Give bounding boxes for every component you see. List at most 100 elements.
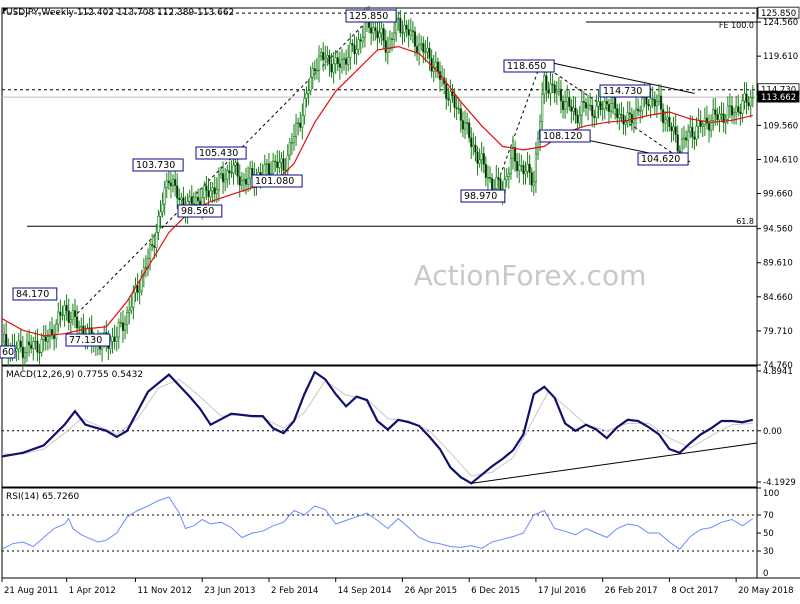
- candle-body: [614, 97, 617, 109]
- price-tick-label: 79.710: [763, 327, 793, 337]
- candle-body: [301, 115, 304, 128]
- candle-body: [743, 93, 746, 102]
- badge-high: 125.850: [761, 9, 796, 19]
- candle-body: [23, 352, 27, 359]
- candle-body: [17, 340, 20, 350]
- candle-body: [272, 160, 275, 174]
- candle-body: [689, 126, 692, 133]
- candle-body: [541, 93, 544, 122]
- candle-body: [436, 61, 439, 72]
- candle-body: [657, 95, 661, 102]
- time-tick-label: 21 Aug 2011: [4, 586, 58, 596]
- candle-body: [478, 159, 481, 164]
- candle-body: [428, 47, 431, 59]
- candle-body: [390, 38, 394, 40]
- rsi-title: RSI(14) 65.7260: [6, 492, 79, 502]
- candle-body: [317, 55, 321, 71]
- time-tick-label: 26 Feb 2017: [605, 586, 658, 596]
- candle-body: [219, 173, 223, 176]
- label-60-box: [0, 345, 16, 359]
- candle-body: [580, 101, 583, 116]
- candle-body: [353, 44, 356, 54]
- candle-body: [36, 340, 39, 353]
- candle-body: [73, 310, 77, 318]
- candle-body: [194, 197, 198, 205]
- candle-body: [355, 48, 358, 54]
- candle-body: [151, 244, 154, 247]
- candle-body: [351, 43, 354, 46]
- candle-body: [19, 340, 22, 348]
- candle-body: [509, 158, 512, 175]
- badge-last-box: [757, 90, 800, 103]
- rsi-tick-label: 50: [763, 529, 774, 539]
- candle-body: [382, 28, 385, 41]
- candle-body: [566, 96, 569, 102]
- candle-body: [426, 47, 429, 53]
- candle-body: [132, 292, 135, 308]
- candle-body: [465, 122, 469, 124]
- candle-body: [249, 167, 252, 179]
- label-77130: 77.130: [69, 335, 102, 346]
- candle-body: [59, 311, 62, 316]
- candle-body: [299, 122, 302, 128]
- time-tick-label: 2 Feb 2014: [271, 586, 319, 596]
- macd-panel-frame: [1, 365, 758, 488]
- candle-body: [130, 306, 133, 311]
- candle-body: [234, 162, 237, 166]
- candle-body: [457, 108, 460, 110]
- candle-body: [445, 83, 448, 99]
- time-tick-label: 20 May 2018: [738, 586, 793, 596]
- candle-body: [701, 124, 704, 127]
- candle-body: [559, 88, 563, 102]
- candle-body: [32, 341, 35, 349]
- candle-body: [361, 36, 364, 42]
- candle-body: [397, 17, 400, 20]
- candle-body: [407, 29, 410, 36]
- candle-body: [111, 336, 114, 342]
- candle-body: [593, 115, 596, 118]
- candle-body: [269, 173, 273, 175]
- candle-body: [653, 99, 656, 107]
- candle-body: [303, 98, 306, 116]
- candle-body: [591, 104, 594, 117]
- candle-body: [513, 146, 517, 162]
- label-118650: 118.650: [507, 61, 546, 72]
- label-114730-box: [599, 84, 651, 98]
- candle-body: [470, 137, 473, 148]
- candle-body: [2, 333, 6, 342]
- candle-body: [370, 27, 373, 34]
- candle-body: [213, 187, 216, 195]
- candle-body: [38, 351, 41, 354]
- candle-body: [178, 197, 181, 201]
- badge-last: 113.662: [761, 93, 796, 103]
- candle-body: [572, 107, 575, 112]
- candle-body: [728, 105, 731, 107]
- candle-body: [48, 329, 52, 337]
- candle-body: [230, 172, 233, 174]
- candle-body: [655, 100, 658, 107]
- candle-body: [712, 109, 715, 121]
- candle-body: [40, 339, 43, 353]
- candle-body: [518, 165, 521, 172]
- candle-body: [726, 105, 729, 120]
- candle-body: [155, 231, 158, 248]
- candle-body: [221, 173, 225, 183]
- candle-body: [493, 188, 496, 190]
- candle-body: [28, 341, 31, 346]
- candle-body: [693, 136, 696, 140]
- candle-body: [511, 146, 515, 159]
- candle-body: [524, 170, 527, 175]
- candle-body: [574, 107, 577, 116]
- candle-body: [274, 160, 277, 163]
- candle-body: [732, 112, 736, 116]
- candle-body: [286, 154, 289, 172]
- candle-body: [342, 58, 346, 61]
- candle-body: [622, 114, 625, 125]
- candle-body: [468, 122, 471, 139]
- price-tick-label: 99.660: [763, 190, 793, 200]
- candle-body: [357, 39, 360, 50]
- candle-body: [128, 309, 131, 313]
- candle-body: [326, 55, 329, 59]
- candle-body: [363, 20, 367, 38]
- time-tick-label: 11 Nov 2012: [137, 586, 191, 596]
